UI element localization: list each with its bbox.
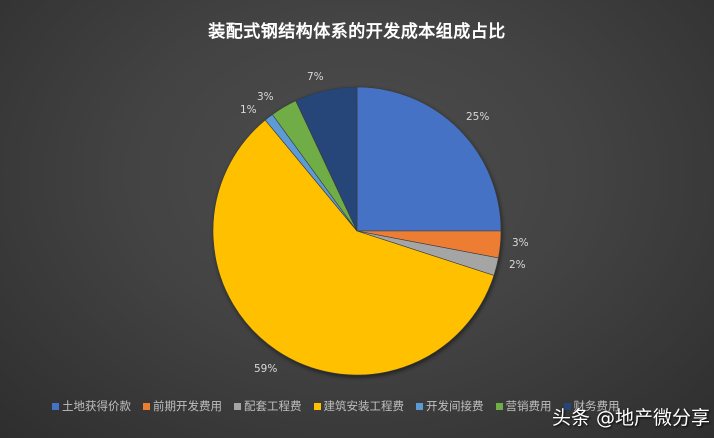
legend-swatch-icon [143, 402, 150, 410]
label-finance: 7% [307, 71, 324, 83]
label-supporting: 2% [509, 259, 526, 271]
slice-land [356, 86, 502, 232]
watermark: 头条 @地产微分享 [552, 407, 711, 429]
legend-item-land: 土地获得价款 [52, 398, 131, 414]
label-indirect: 1% [240, 104, 257, 116]
chart-legend: 土地获得价款 前期开发费用 配套工程费 建筑安装工程费 开发间接费 营销费用 财… [52, 398, 632, 414]
label-construction: 59% [254, 363, 277, 375]
legend-item-construction: 建筑安装工程费 [313, 398, 405, 414]
legend-label: 前期开发费用 [153, 399, 222, 413]
label-marketing: 3% [257, 91, 274, 103]
chart-title: 装配式钢结构体系的开发成本组成占比 [208, 22, 506, 42]
label-preliminary: 3% [512, 237, 529, 249]
legend-label: 土地获得价款 [62, 399, 131, 413]
legend-label: 建筑安装工程费 [323, 399, 405, 413]
legend-item-finance: 财务费用 [563, 398, 620, 414]
legend-swatch-icon [52, 402, 59, 410]
label-land: 25% [466, 111, 489, 123]
legend-label: 开发间接费 [426, 399, 484, 413]
legend-swatch-icon [495, 402, 503, 410]
legend-swatch-icon [563, 402, 571, 410]
slice-construction [212, 119, 495, 376]
legend-label: 财务费用 [573, 399, 620, 413]
legend-label: 配套工程费 [244, 399, 302, 413]
legend-swatch-icon [234, 402, 241, 410]
legend-item-supporting: 配套工程费 [234, 398, 302, 414]
legend-item-marketing: 营销费用 [495, 398, 552, 414]
slice-finance [295, 86, 358, 232]
legend-label: 营销费用 [505, 399, 552, 413]
legend-swatch-icon [313, 402, 321, 410]
legend-item-indirect: 开发间接费 [416, 398, 484, 414]
legend-item-preliminary: 前期开发费用 [143, 398, 222, 414]
legend-swatch-icon [416, 402, 423, 410]
